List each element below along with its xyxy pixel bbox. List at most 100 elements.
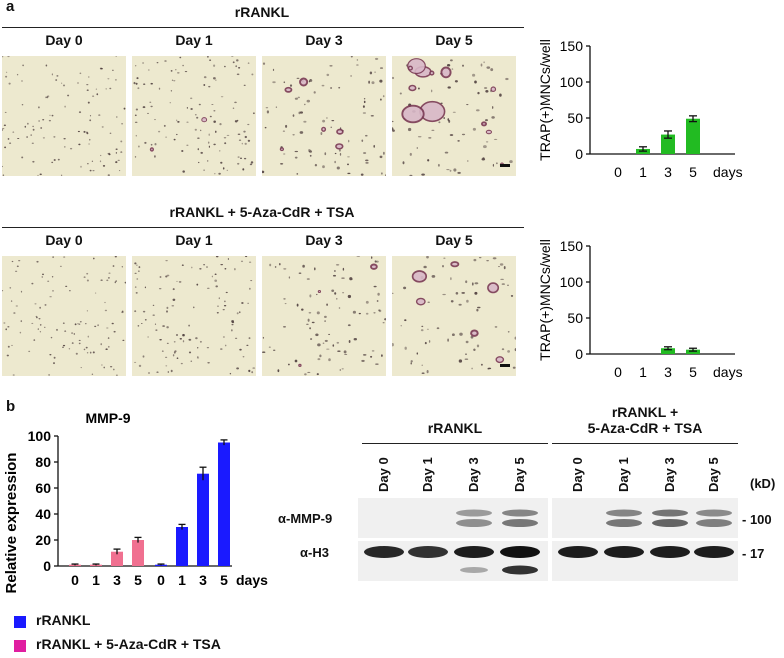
mmp9-ytick-label-0: 0 xyxy=(43,558,51,574)
blot-h3-rrankl-lower-band-2 xyxy=(460,567,488,573)
blot-h3-rrankl-band-1 xyxy=(408,546,448,558)
blot-h3-combo-band-0 xyxy=(558,546,598,558)
trap1-ytick-label-2: 100 xyxy=(560,74,584,90)
trap2-xtick-label-2: 3 xyxy=(664,364,672,380)
western-group2-line xyxy=(552,443,738,444)
trap2-ytick-label-3: 150 xyxy=(560,238,584,254)
row1-day-label-1: Day 1 xyxy=(175,32,213,48)
legend-label-rrankl: rRANKL xyxy=(36,612,91,628)
blot-mmp9-rrankl xyxy=(358,498,548,538)
legend-swatch-combo xyxy=(14,640,26,652)
row2-micrograph-day-1 xyxy=(132,256,256,376)
row1-day-label-2: Day 3 xyxy=(305,32,343,48)
mmp9-ytick-label-1: 20 xyxy=(35,532,51,548)
blot-marker-17: - 17 xyxy=(742,546,765,561)
lane-label-g1-1: Day 1 xyxy=(420,457,435,492)
row1-title: rRANKL xyxy=(234,4,290,20)
trap2-ytick-label-2: 100 xyxy=(560,274,584,290)
lane-label-g1-3: Day 5 xyxy=(512,457,527,492)
row1-micrograph-day-0 xyxy=(2,56,126,176)
blot-h3-rrankl-band-3 xyxy=(500,546,540,558)
western-group1-line xyxy=(362,443,548,444)
trap1-ytick-label-1: 50 xyxy=(567,110,583,126)
row2-day-label-0: Day 0 xyxy=(45,232,83,248)
row2-day-label-3: Day 5 xyxy=(435,232,473,248)
row1-day-label-3: Day 5 xyxy=(435,32,473,48)
mmp9-bar-g1-3 xyxy=(218,442,230,566)
blot-row-label-h3: α-H3 xyxy=(300,545,329,560)
legend-swatch-rrankl xyxy=(14,616,26,628)
western-group2-title-line1: rRANKL + xyxy=(611,404,679,420)
blot-mmp9-rrankl-band-bottom-2 xyxy=(456,519,492,527)
blot-h3-combo-band-1 xyxy=(604,546,644,558)
blot-mmp9-combo-band-top-2 xyxy=(652,509,688,517)
mmp9-xtick-label-g0-3: 5 xyxy=(134,572,142,588)
trap-chart-rrankl: 0 50 100 150 TRAP(+)MNCs/well 0 1 3 5 days xyxy=(537,38,743,180)
blot-mmp9-rrankl-band-top-3 xyxy=(502,509,538,517)
trap2-xtick-label-1: 1 xyxy=(639,364,647,380)
mmp9-xtick-label-g1-3: 5 xyxy=(220,572,228,588)
mmp9-xtick-label-g1-2: 3 xyxy=(199,572,207,588)
kd-label: (kD) xyxy=(750,476,776,491)
blot-mmp9-rrankl-band-top-2 xyxy=(456,509,492,517)
blot-row-label-mmp9: α-MMP-9 xyxy=(278,511,333,526)
mmp9-xtick-label-g1-0: 0 xyxy=(157,572,165,588)
mmp9-xlabel: days xyxy=(236,572,268,588)
row2-micrograph-day-0 xyxy=(2,256,126,376)
mmp9-xtick-label-g1-1: 1 xyxy=(178,572,186,588)
row1-micrograph-day-2 xyxy=(262,56,386,176)
blot-h3-rrankl-band-2 xyxy=(454,546,494,558)
blot-mmp9-combo-band-top-1 xyxy=(606,509,642,517)
blot-h3-combo-band-3 xyxy=(694,546,734,558)
mmp9-bar-g0-2 xyxy=(111,551,123,566)
trap2-xtick-label-3: 5 xyxy=(689,364,697,380)
panel-b-letter: b xyxy=(6,398,16,415)
mmp9-xtick-label-g0-1: 1 xyxy=(92,572,100,588)
row2-micrograph-day-2 xyxy=(262,256,386,376)
legend: rRANKL rRANKL + 5-Aza-CdR + TSA xyxy=(14,610,274,656)
mmp9-ylabel: Relative expression xyxy=(3,453,20,594)
mmp9-bar-g1-1 xyxy=(176,527,188,566)
blot-mmp9-combo xyxy=(552,498,738,538)
mmp9-bar-g1-2 xyxy=(197,473,209,566)
blot-h3-rrankl xyxy=(358,541,548,581)
trap1-ytick-label-0: 0 xyxy=(575,146,583,162)
blot-mmp9-rrankl-band-bottom-3 xyxy=(502,519,538,527)
western-group2-title-line2: 5-Aza-CdR + TSA xyxy=(587,420,703,436)
blot-marker-100: - 100 xyxy=(742,512,772,527)
row2-day-label-2: Day 3 xyxy=(305,232,343,248)
trap2-xlabel: days xyxy=(713,364,743,380)
row2-scale-bar xyxy=(500,364,510,367)
mmp9-ytick-label-4: 80 xyxy=(35,454,51,470)
mmp9-xtick-label-g0-0: 0 xyxy=(71,572,79,588)
row2-micrograph-day-3 xyxy=(392,256,516,376)
lane-label-g1-0: Day 0 xyxy=(376,457,391,492)
trap2-bar-2 xyxy=(661,348,675,354)
blot-mmp9-combo-band-bottom-2 xyxy=(652,519,688,527)
trap1-xtick-label-1: 1 xyxy=(639,164,647,180)
blot-mmp9-combo-band-bottom-3 xyxy=(696,519,732,527)
panel-a-letter: a xyxy=(6,0,15,15)
blot-mmp9-combo-band-top-3 xyxy=(696,509,732,517)
trap2-ylabel: TRAP(+)MNCs/well xyxy=(537,239,553,361)
row1-micrograph-day-3 xyxy=(392,56,516,176)
blot-h3-rrankl-lower-band-3 xyxy=(502,565,538,575)
trap1-xtick-label-3: 5 xyxy=(689,164,697,180)
lane-label-g2-2: Day 3 xyxy=(662,457,677,492)
blot-h3-rrankl-band-0 xyxy=(364,546,404,558)
trap2-ytick-label-0: 0 xyxy=(575,346,583,362)
row1-day-label-0: Day 0 xyxy=(45,32,83,48)
trap1-bar-3 xyxy=(686,118,700,154)
row1-micrograph-day-1 xyxy=(132,56,256,176)
lane-label-g2-1: Day 1 xyxy=(616,457,631,492)
trap1-ylabel: TRAP(+)MNCs/well xyxy=(537,39,553,161)
row2-title: rRANKL + 5-Aza-CdR + TSA xyxy=(169,204,355,220)
row1-title-underline xyxy=(2,27,524,28)
mmp9-xtick-label-g0-2: 3 xyxy=(113,572,121,588)
lane-label-g2-0: Day 0 xyxy=(570,457,585,492)
mmp9-chart-title: MMP-9 xyxy=(85,410,130,426)
trap1-xtick-label-0: 0 xyxy=(614,164,622,180)
mmp9-bar-g0-3 xyxy=(132,540,144,566)
mmp9-ytick-label-3: 60 xyxy=(35,480,51,496)
lane-label-g1-2: Day 3 xyxy=(466,457,481,492)
